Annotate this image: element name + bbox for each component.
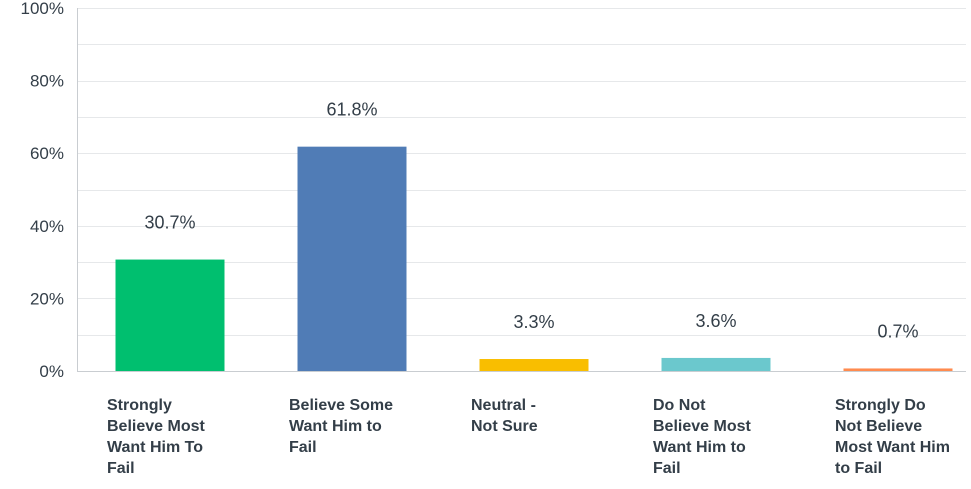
category-label: Strongly Do Not Believe Most Want Him to Fa… bbox=[835, 397, 950, 477]
category-label-line: Fail bbox=[107, 460, 135, 477]
y-axis-tick-labels: 0% 20% 40% 60% 80% 100% bbox=[21, 0, 64, 381]
data-label: 61.8% bbox=[326, 100, 377, 120]
y-tick-label: 0% bbox=[39, 362, 64, 381]
y-tick-label: 20% bbox=[30, 289, 64, 308]
bar bbox=[297, 146, 407, 371]
data-label: 30.7% bbox=[144, 213, 195, 233]
category-label-line: Want Him to bbox=[289, 418, 382, 435]
category-label-line: Strongly Do bbox=[835, 397, 926, 414]
axes bbox=[77, 8, 966, 372]
data-labels: 30.7% 61.8% 3.3% 3.6% 0.7% bbox=[144, 100, 918, 342]
category-label-line: Want Him To bbox=[107, 439, 203, 456]
bars bbox=[115, 146, 953, 371]
bar bbox=[843, 368, 953, 371]
data-label: 3.3% bbox=[513, 312, 554, 332]
category-label-line: Most Want Him bbox=[835, 439, 950, 456]
category-label-line: Neutral - bbox=[471, 397, 536, 414]
category-label-line: Believe Some bbox=[289, 397, 393, 414]
y-tick-label: 60% bbox=[30, 144, 64, 163]
category-label-line: to Fail bbox=[835, 460, 882, 477]
category-label-line: Do Not bbox=[653, 397, 706, 414]
category-label-line: Believe Most bbox=[107, 418, 205, 435]
bar bbox=[479, 359, 589, 371]
category-label-line: Strongly bbox=[107, 397, 172, 414]
category-label: Believe Some Want Him to Fail bbox=[289, 397, 393, 456]
category-label: Neutral - Not Sure bbox=[471, 397, 538, 435]
category-label-line: Not Sure bbox=[471, 418, 538, 435]
category-labels: Strongly Believe Most Want Him To FailBelie… bbox=[107, 397, 950, 477]
category-label: Do Not Believe Most Want Him to Fail bbox=[653, 397, 751, 477]
y-tick-label: 80% bbox=[30, 72, 64, 91]
category-label: Strongly Believe Most Want Him To Fail bbox=[107, 397, 205, 477]
data-label: 0.7% bbox=[877, 321, 918, 341]
y-tick-label: 100% bbox=[21, 0, 64, 18]
category-label-line: Fail bbox=[289, 439, 317, 456]
category-label-line: Want Him to bbox=[653, 439, 746, 456]
bar bbox=[115, 259, 225, 371]
gridlines bbox=[77, 8, 966, 336]
bar bbox=[661, 357, 771, 371]
category-label-line: Fail bbox=[653, 460, 681, 477]
data-label: 3.6% bbox=[695, 311, 736, 331]
y-tick-label: 40% bbox=[30, 217, 64, 236]
category-label-line: Believe Most bbox=[653, 418, 751, 435]
category-label-line: Not Believe bbox=[835, 418, 922, 435]
